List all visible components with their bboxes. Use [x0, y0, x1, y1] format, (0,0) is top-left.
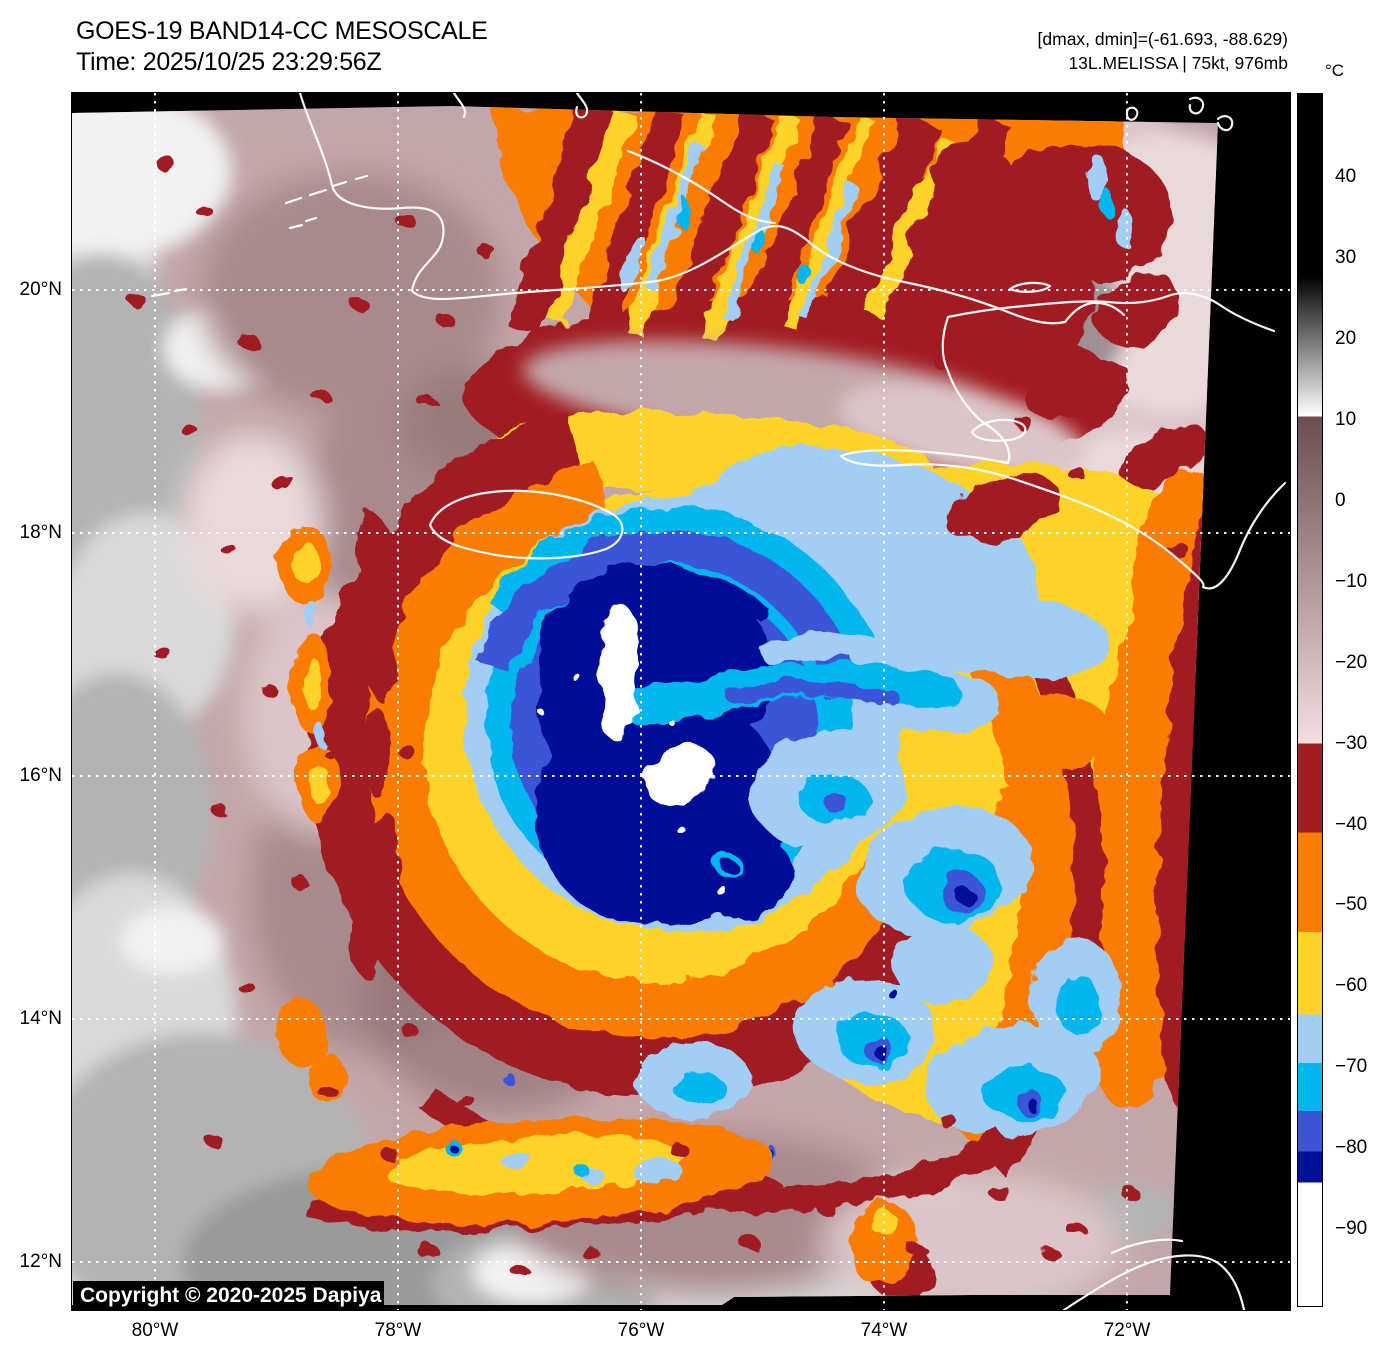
lon-label: 76°W [596, 1320, 686, 1342]
timestamp: Time: 2025/10/25 23:29:56Z [76, 48, 381, 76]
lon-label: 78°W [353, 1320, 443, 1342]
colorbar-tick: 10 [1335, 410, 1390, 430]
colorbar-tick: −70 [1335, 1057, 1390, 1077]
satellite-map [72, 93, 1290, 1310]
colorbar-tick: 30 [1335, 248, 1390, 268]
colorbar-tick: −20 [1335, 653, 1390, 673]
lon-label: 80°W [110, 1320, 200, 1342]
lat-label: 12°N [0, 1252, 62, 1272]
colorbar-tick: −10 [1335, 572, 1390, 592]
colorbar-unit-label: °C [1325, 61, 1344, 81]
colorbar [1297, 93, 1323, 1307]
satellite-map-plot [72, 93, 1290, 1310]
colorbar-tick: 40 [1335, 167, 1390, 187]
page-title: GOES-19 BAND14-CC MESOSCALE Time: 2025/10… [76, 16, 487, 78]
lat-label: 16°N [0, 766, 62, 786]
colorbar-tick: −90 [1335, 1219, 1390, 1239]
lat-label: 18°N [0, 523, 62, 543]
storm-info: 13L.MELISSA | 75kt, 976mb [1068, 53, 1288, 73]
colorbar-tick: −60 [1335, 976, 1390, 996]
colorbar-tick: −80 [1335, 1138, 1390, 1158]
lat-label: 14°N [0, 1009, 62, 1029]
header-meta: [dmax, dmin]=(-61.693, -88.629) 13L.MELIS… [1038, 27, 1288, 75]
colorbar-tick: 20 [1335, 329, 1390, 349]
colorbar-tick: 0 [1335, 491, 1390, 511]
lon-label: 74°W [839, 1320, 929, 1342]
copyright-watermark: Copyright © 2020-2025 Dapiya [73, 1281, 384, 1310]
lon-label: 72°W [1082, 1320, 1172, 1342]
satellite-viewer: GOES-19 BAND14-CC MESOSCALE Time: 2025/10… [0, 0, 1390, 1359]
colorbar-tick: −40 [1335, 815, 1390, 835]
colorbar-tick: −30 [1335, 734, 1390, 754]
lat-label: 20°N [0, 280, 62, 300]
product-title: GOES-19 BAND14-CC MESOSCALE [76, 17, 487, 45]
dmax-dmin-readout: [dmax, dmin]=(-61.693, -88.629) [1038, 29, 1288, 49]
colorbar-tick: −50 [1335, 895, 1390, 915]
